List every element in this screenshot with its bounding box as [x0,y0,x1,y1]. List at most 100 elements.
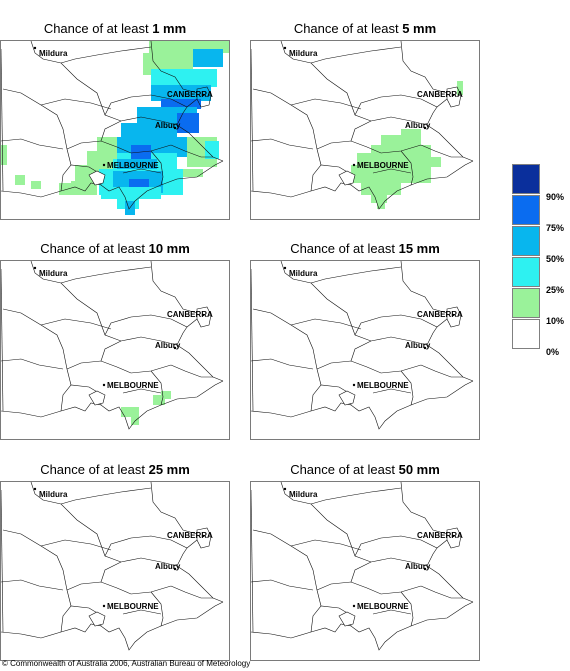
place-label-canberra: CANBERRA [417,531,463,540]
probability-cell [15,175,25,185]
boundary-line [100,561,122,583]
place-label-albury: Albury [155,121,181,130]
city-marker [173,567,177,571]
boundary-line [176,547,188,567]
probability-cell [121,123,177,139]
boundary-line [252,88,322,166]
boundary-line [310,487,402,505]
place-label-albury: Albury [405,562,431,571]
place-label-melbourne: MELBOURNE [107,602,159,611]
boundary-line [426,326,438,346]
city-marker [451,313,455,317]
place-label-canberra: CANBERRA [417,310,463,319]
legend-swatch-0 [512,319,540,349]
boundary-line [251,138,314,150]
city-marker [33,46,37,50]
probability-cell [457,81,463,95]
legend-label: 90% [546,192,565,202]
probability-cell [151,69,217,87]
city-marker [352,383,356,387]
city-marker [451,93,455,97]
city-marker [352,163,356,167]
city-marker [201,534,205,538]
boundary-line [100,120,122,142]
probability-cell [205,141,219,159]
probability-cell [31,181,41,189]
map-canvas [251,482,474,651]
boundary-line [400,41,448,94]
boundary-line [420,144,463,158]
place-label-mildura: Mildura [289,49,318,58]
legend-label: 25% [546,285,565,295]
boundary-line [252,308,322,386]
place-label-albury: Albury [155,341,181,350]
boundary-line [251,489,254,633]
boundary-line [150,591,164,627]
panel-title: Chance of at least 10 mm [40,241,190,256]
probability-map: Mildura CANBERRA Albury MELBOURNE [0,40,230,220]
place-label-melbourne: MELBOURNE [357,602,409,611]
city-marker [102,163,106,167]
boundary-line [170,144,213,158]
probability-map: Mildura CANBERRA Albury MELBOURNE [250,40,480,220]
boundary-line [426,547,438,567]
boundary-line [426,106,438,126]
place-label-mildura: Mildura [39,49,68,58]
city-marker [283,46,287,50]
boundary-line [150,370,164,406]
boundary-line [66,360,172,374]
boundary-line [40,539,112,551]
boundary-line [2,88,72,166]
legend-swatch-75 [512,195,540,225]
probability-cell [183,169,203,177]
boundary-line [290,98,362,110]
place-label-mildura: Mildura [39,490,68,499]
copyright-notice: © Commonwealth of Australia 2006, Austra… [2,659,251,668]
bay-outline [338,611,356,627]
legend-swatch-50 [512,226,540,256]
probability-map: Mildura CANBERRA Albury MELBOURNE [0,260,230,440]
boundary-line [60,487,152,505]
boundary-line [1,489,4,633]
boundary-line [1,48,4,192]
boundary-line [176,326,188,346]
boundary-line [252,529,322,607]
city-marker [423,126,427,130]
map-canvas [251,261,474,430]
city-marker [33,266,37,270]
boundary-line [372,388,412,394]
panel-title: Chance of at least 25 mm [40,462,190,477]
boundary-line [290,318,362,330]
city-marker [201,313,205,317]
legend-label: 10% [546,316,565,326]
place-label-canberra: CANBERRA [417,90,463,99]
place-label-melbourne: MELBOURNE [107,381,159,390]
legend-swatch-90 [512,164,540,194]
probability-map: Mildura CANBERRA Albury MELBOURNE [250,481,480,661]
place-label-melbourne: MELBOURNE [357,381,409,390]
probability-cell [177,113,199,133]
bay-outline [88,611,106,627]
boundary-line [316,360,422,374]
place-label-canberra: CANBERRA [167,90,213,99]
boundary-line [251,358,314,370]
boundary-line [150,150,164,186]
boundary-line [60,266,152,284]
boundary-line [251,48,254,192]
place-label-albury: Albury [405,341,431,350]
boundary-line [251,579,314,591]
legend-swatch-10 [512,288,540,318]
boundary-line [350,340,372,362]
place-label-canberra: CANBERRA [167,531,213,540]
city-marker [423,567,427,571]
map-canvas [251,41,474,210]
legend-label: 75% [546,223,565,233]
boundary-line [350,561,372,583]
boundary-line [176,106,188,126]
boundary-line [310,46,402,64]
boundary-line [350,120,372,142]
boundary-line [316,581,422,595]
probability-cell [131,411,139,425]
probability-cell [151,85,211,101]
probability-cell [153,395,165,405]
